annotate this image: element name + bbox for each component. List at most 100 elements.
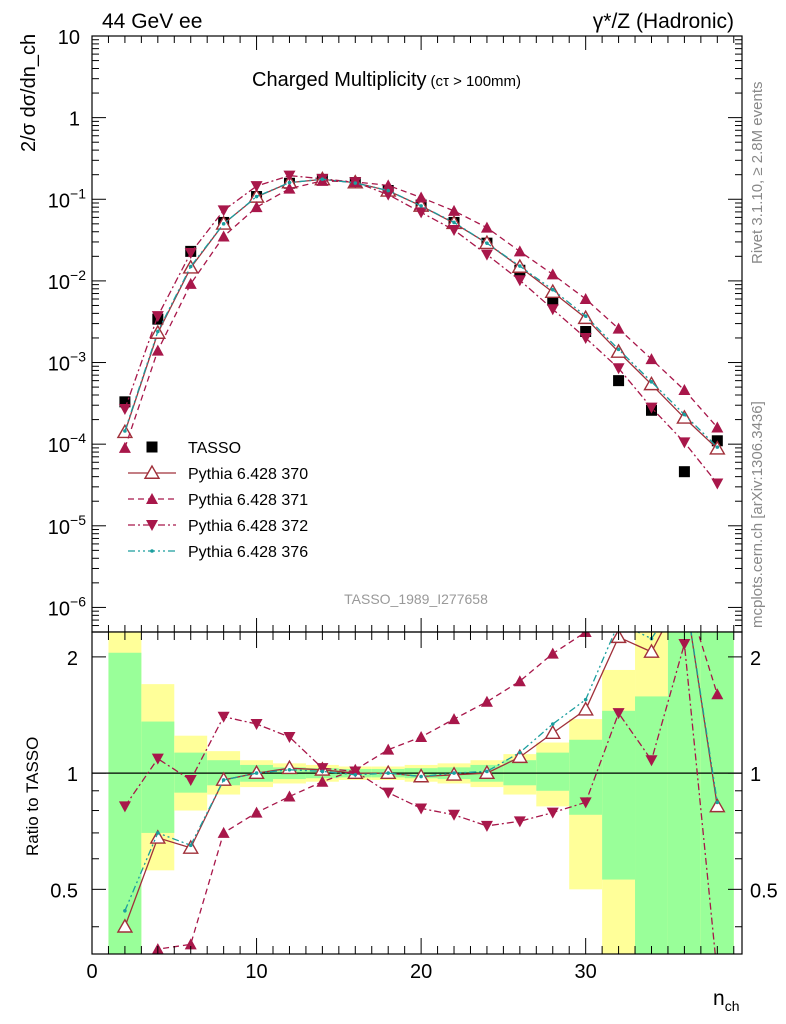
- ratio-y-tick-label: 2: [67, 648, 78, 670]
- main-point: [254, 194, 259, 199]
- header-left: 44 GeV ee: [102, 10, 202, 33]
- ratio-series-2: [118, 638, 723, 981]
- ratio-point: [677, 582, 691, 594]
- legend-marker: [146, 493, 158, 504]
- legend-entry: TASSO: [146, 440, 241, 457]
- legend-marker: [146, 520, 158, 531]
- y-tick-label: 10: [58, 27, 80, 49]
- y-tick-label: 10−3: [48, 349, 86, 376]
- ratio-point: [188, 843, 193, 848]
- ratio-point: [544, 724, 561, 739]
- ratio-point: [419, 774, 423, 779]
- y-tick-label: 10−4: [48, 430, 86, 457]
- main-point: [320, 177, 325, 182]
- main-point: [221, 222, 226, 226]
- ratio-y-label: Ratio to TASSO: [23, 737, 42, 856]
- main-point: [678, 437, 691, 449]
- main-point: [184, 277, 197, 289]
- main-point: [546, 304, 559, 316]
- x-tick-label: 10: [245, 961, 267, 983]
- main-point: [156, 329, 160, 334]
- legend-entry: Pythia 6.428 372: [128, 518, 308, 535]
- ratio-point: [250, 719, 263, 731]
- y-tick-label: 10−6: [48, 593, 86, 620]
- main-point: [448, 204, 461, 216]
- main-point: [184, 247, 197, 259]
- main-point: [353, 181, 358, 185]
- main-point: [382, 189, 395, 201]
- main-point: [119, 396, 131, 408]
- main-point: [217, 205, 230, 217]
- legend: TASSO Pythia 6.428 370 Pythia 6.428 371 Pyt…: [128, 440, 308, 561]
- main-point: [518, 264, 522, 268]
- main-series-line: [124, 178, 718, 448]
- ratio-y-tick-label: 0.5: [50, 880, 78, 902]
- ratio-y-tick-label: 1: [67, 764, 78, 786]
- main-point: [287, 180, 292, 185]
- ratio-point: [448, 809, 461, 821]
- ratio-point: [513, 675, 526, 687]
- main-point: [283, 182, 296, 194]
- main-point: [612, 322, 625, 334]
- ratio-point: [287, 767, 292, 772]
- main-point: [123, 429, 127, 433]
- ratio-point: [683, 587, 687, 591]
- legend-label: Pythia 6.428 371: [188, 492, 308, 509]
- ratio-y-tick-label-right: 2: [750, 648, 761, 670]
- legend-entry: Pythia 6.428 376: [128, 544, 308, 561]
- main-point: [217, 230, 230, 242]
- main-point: [645, 353, 658, 365]
- legend-marker: [150, 549, 154, 553]
- main-series-line: [124, 178, 718, 450]
- main-series-line: [124, 174, 718, 484]
- main-point: [579, 293, 592, 305]
- main-point: [678, 466, 690, 478]
- header-right: γ*/Z (Hadronic): [593, 10, 734, 33]
- ratio-point: [511, 748, 529, 764]
- ratio-point: [118, 801, 131, 813]
- main-point: [419, 204, 423, 208]
- ratio-point: [415, 731, 428, 743]
- band-green: [667, 632, 701, 954]
- ratio-point: [485, 769, 489, 774]
- main-panel: 10 1 10−1 10−2 10−3 10−4 10−5 10−6 Charged Mult…: [18, 27, 743, 633]
- ratio-point: [221, 778, 226, 782]
- main-series-2: [118, 174, 724, 453]
- ratio-point: [116, 918, 134, 933]
- ratio-point: [448, 713, 461, 725]
- ratio-point: [711, 970, 723, 981]
- ratio-point: [283, 790, 296, 802]
- legend-entry: Pythia 6.428 371: [128, 492, 308, 509]
- ratio-point: [156, 831, 160, 835]
- ratio-point: [577, 701, 594, 716]
- ratio-point: [316, 763, 329, 775]
- ratio-point: [283, 732, 296, 744]
- main-point: [649, 380, 654, 384]
- main-point: [580, 325, 592, 337]
- ratio-point: [678, 638, 691, 650]
- main-frame: [91, 35, 743, 633]
- ratio-point: [550, 722, 555, 726]
- main-point: [715, 445, 720, 449]
- main-point: [583, 314, 588, 318]
- ratio-point: [353, 772, 358, 777]
- rivet-version-label: Rivet 3.1.10, ≥ 2.8M events: [749, 82, 766, 265]
- ratio-point: [119, 987, 131, 998]
- chart-title: Charged Multiplicity (cτ > 100mm): [252, 69, 521, 91]
- main-point: [480, 249, 493, 261]
- main-point: [645, 402, 658, 414]
- band-green: [635, 696, 668, 954]
- main-point: [415, 191, 428, 203]
- legend-label: Pythia 6.428 370: [188, 466, 308, 483]
- main-point: [678, 384, 691, 396]
- ratio-y-tick-label-right: 1: [750, 764, 761, 786]
- ratio-point: [452, 771, 456, 775]
- band-green: [141, 721, 175, 833]
- main-point: [616, 347, 621, 352]
- band-green: [700, 632, 734, 954]
- ratio-point: [382, 743, 395, 755]
- y-axis-label: 2/σ dσ/dn_ch: [18, 34, 40, 152]
- main-point: [250, 181, 263, 193]
- main-point: [118, 441, 131, 453]
